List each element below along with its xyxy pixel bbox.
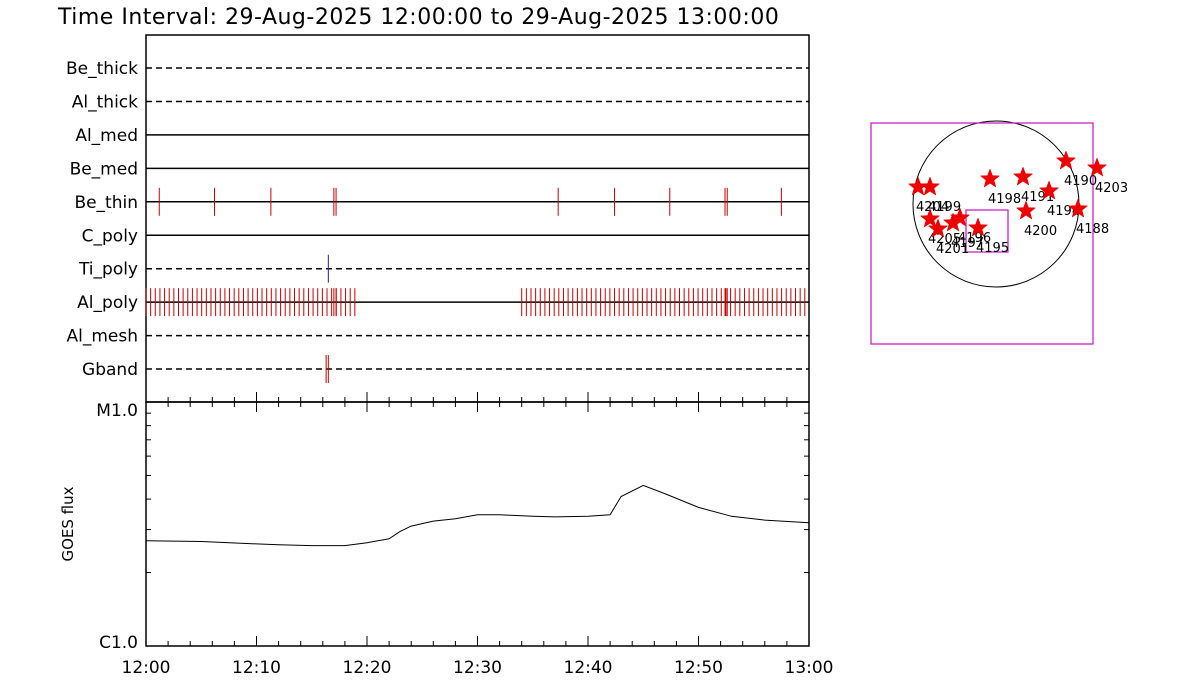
x-tick-label: 12:00: [122, 658, 171, 678]
field-of-view-box: [870, 122, 1094, 345]
row-label-c_poly: C_poly: [82, 226, 138, 246]
active-region-label: 4200: [1024, 224, 1057, 239]
active-region-star: [1055, 150, 1077, 170]
active-region-star: [979, 168, 1001, 188]
active-region-star: [1015, 200, 1037, 220]
active-region-star: [919, 208, 941, 228]
active-region-star: [1067, 198, 1089, 218]
timeline-frame: [145, 34, 810, 403]
x-tick-label: 12:50: [674, 658, 723, 678]
active-region-label: 4190: [1064, 174, 1097, 189]
active-region-star: [1038, 180, 1060, 200]
active-region-label: 4205: [928, 232, 961, 247]
row-label-be_thin: Be_thin: [74, 193, 138, 213]
x-tick-labels: 12:00 12:10 12:20 12:30 12:40 12:50 13:00: [122, 658, 834, 678]
active-region-star: [1086, 157, 1108, 177]
goes-flux-line: [145, 484, 810, 547]
active-region-label: 4201: [936, 242, 969, 257]
row-label-al_poly: Al_poly: [77, 293, 138, 313]
active-region-label: 4198: [988, 192, 1021, 207]
row-label-gband: Gband: [82, 360, 138, 380]
active-region-star: [919, 176, 941, 196]
page-title: Time Interval: 29-Aug-2025 12:00:00 to 2…: [57, 5, 779, 30]
timeline-rows: Be_thick Al_thick Al_med Be_med Be_thin C_pol…: [66, 59, 809, 384]
active-region-star: [927, 218, 949, 238]
active-region-star: [967, 217, 989, 237]
flux-ticks: [145, 392, 810, 647]
y-axis-label: GOES flux: [59, 486, 77, 561]
row-label-al_mesh: Al_mesh: [66, 327, 138, 347]
target-region-box: [965, 209, 1009, 253]
y-tick-c1: C1.0: [99, 633, 138, 653]
row-label-be_med: Be_med: [70, 159, 138, 179]
x-tick-label: 12:20: [343, 658, 392, 678]
x-tick-label: 12:40: [564, 658, 613, 678]
active-region-star: [949, 207, 971, 227]
active-region-label: 4203: [1095, 181, 1128, 196]
row-label-al_thick: Al_thick: [72, 92, 138, 112]
active-region-label: 4204: [916, 200, 949, 215]
active-region-label: 4188: [1076, 222, 1109, 237]
row-label-al_med: Al_med: [75, 126, 138, 146]
row-label-ti_poly: Ti_poly: [78, 260, 138, 280]
active-region-label: 4197: [951, 236, 984, 251]
active-region-label: 4195: [976, 241, 1009, 256]
y-tick-m1: M1.0: [96, 401, 138, 421]
row-label-be_thick: Be_thick: [66, 59, 138, 79]
x-tick-label: 12:30: [453, 658, 502, 678]
active-region-star: [1012, 166, 1034, 186]
event-timeline-panel: Be_thick Al_thick Al_med Be_med Be_thin C_pol…: [66, 34, 810, 403]
flux-frame: [145, 401, 810, 647]
goes-flux-panel: GOES flux C1.0 M1.0 12:00 12:10 12:20 12:30…: [59, 392, 834, 678]
x-tick-label: 13:00: [785, 658, 834, 678]
x-tick-label: 12:10: [232, 658, 281, 678]
active-region-label: 4199: [928, 200, 961, 215]
